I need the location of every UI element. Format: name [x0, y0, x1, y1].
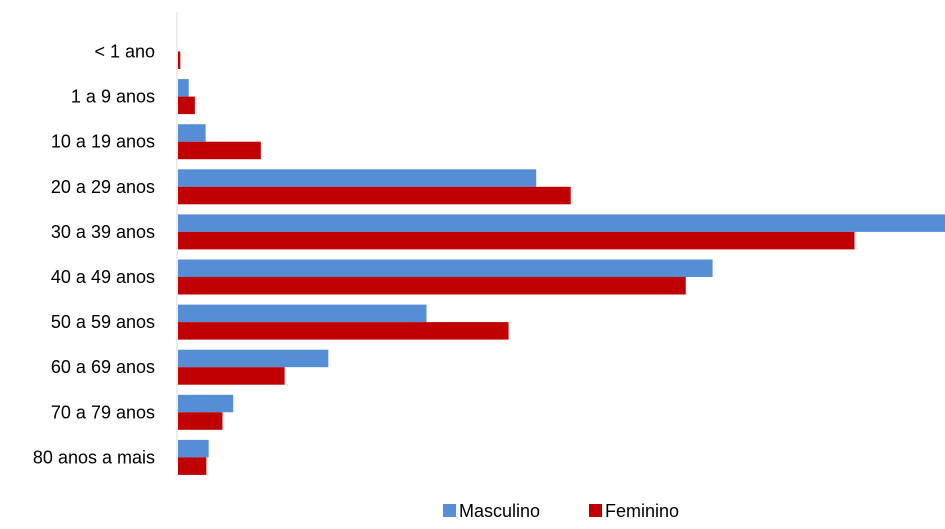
- category-label-50-a-59-anos: 50 a 59 anos: [51, 312, 155, 332]
- bar-feminino-1-a-9-anos: [178, 96, 195, 115]
- bar-masculino-10-a-19-anos: [178, 124, 206, 142]
- legend-swatch-feminino: [589, 504, 602, 517]
- legend-swatch-masculino: [443, 504, 456, 517]
- category-label-80-anos-a-mais: 80 anos a mais: [33, 447, 155, 467]
- bar-masculino-50-a-59-anos: [178, 304, 427, 323]
- bar-masculino-1-a-9-anos: [178, 79, 189, 97]
- bar-feminino-1-ano: [178, 51, 181, 69]
- category-labels: < 1 ano 1 a 9 anos 10 a 19 anos 20 a 29 ano…: [33, 42, 155, 468]
- bar-feminino-70-a-79-anos: [178, 412, 223, 430]
- category-label-70-a-79-anos: 70 a 79 anos: [51, 402, 155, 422]
- category-label-1-ano: < 1 ano: [94, 42, 155, 62]
- category-label-40-a-49-anos: 40 a 49 anos: [51, 267, 155, 287]
- bar-feminino-30-a-39-anos: [178, 231, 855, 250]
- bar-feminino-40-a-49-anos: [178, 277, 686, 295]
- bar-masculino-60-a-69-anos: [178, 349, 329, 368]
- category-label-60-a-69-anos: 60 a 69 anos: [51, 357, 155, 377]
- legend-label-masculino: Masculino: [459, 501, 540, 521]
- bar-feminino-60-a-69-anos: [178, 367, 285, 385]
- bar-feminino-10-a-19-anos: [178, 141, 261, 160]
- category-label-10-a-19-anos: 10 a 19 anos: [51, 132, 155, 152]
- bar-masculino-40-a-49-anos: [178, 259, 713, 277]
- bar-feminino-50-a-59-anos: [178, 322, 509, 340]
- legend: Masculino Feminino: [443, 501, 679, 521]
- bar-masculino-20-a-29-anos: [178, 169, 537, 187]
- bar-masculino-80-anos-a-mais: [178, 439, 209, 458]
- category-label-20-a-29-anos: 20 a 29 anos: [51, 177, 155, 197]
- bar-feminino-20-a-29-anos: [178, 186, 571, 205]
- bar-masculino-30-a-39-anos: [178, 214, 945, 232]
- category-label-30-a-39-anos: 30 a 39 anos: [51, 222, 155, 242]
- bars-layer: [178, 51, 945, 475]
- bar-masculino-70-a-79-anos: [178, 394, 234, 413]
- bar-feminino-80-anos-a-mais: [178, 457, 207, 475]
- legend-label-feminino: Feminino: [605, 501, 679, 521]
- category-label-1-a-9-anos: 1 a 9 anos: [71, 87, 155, 107]
